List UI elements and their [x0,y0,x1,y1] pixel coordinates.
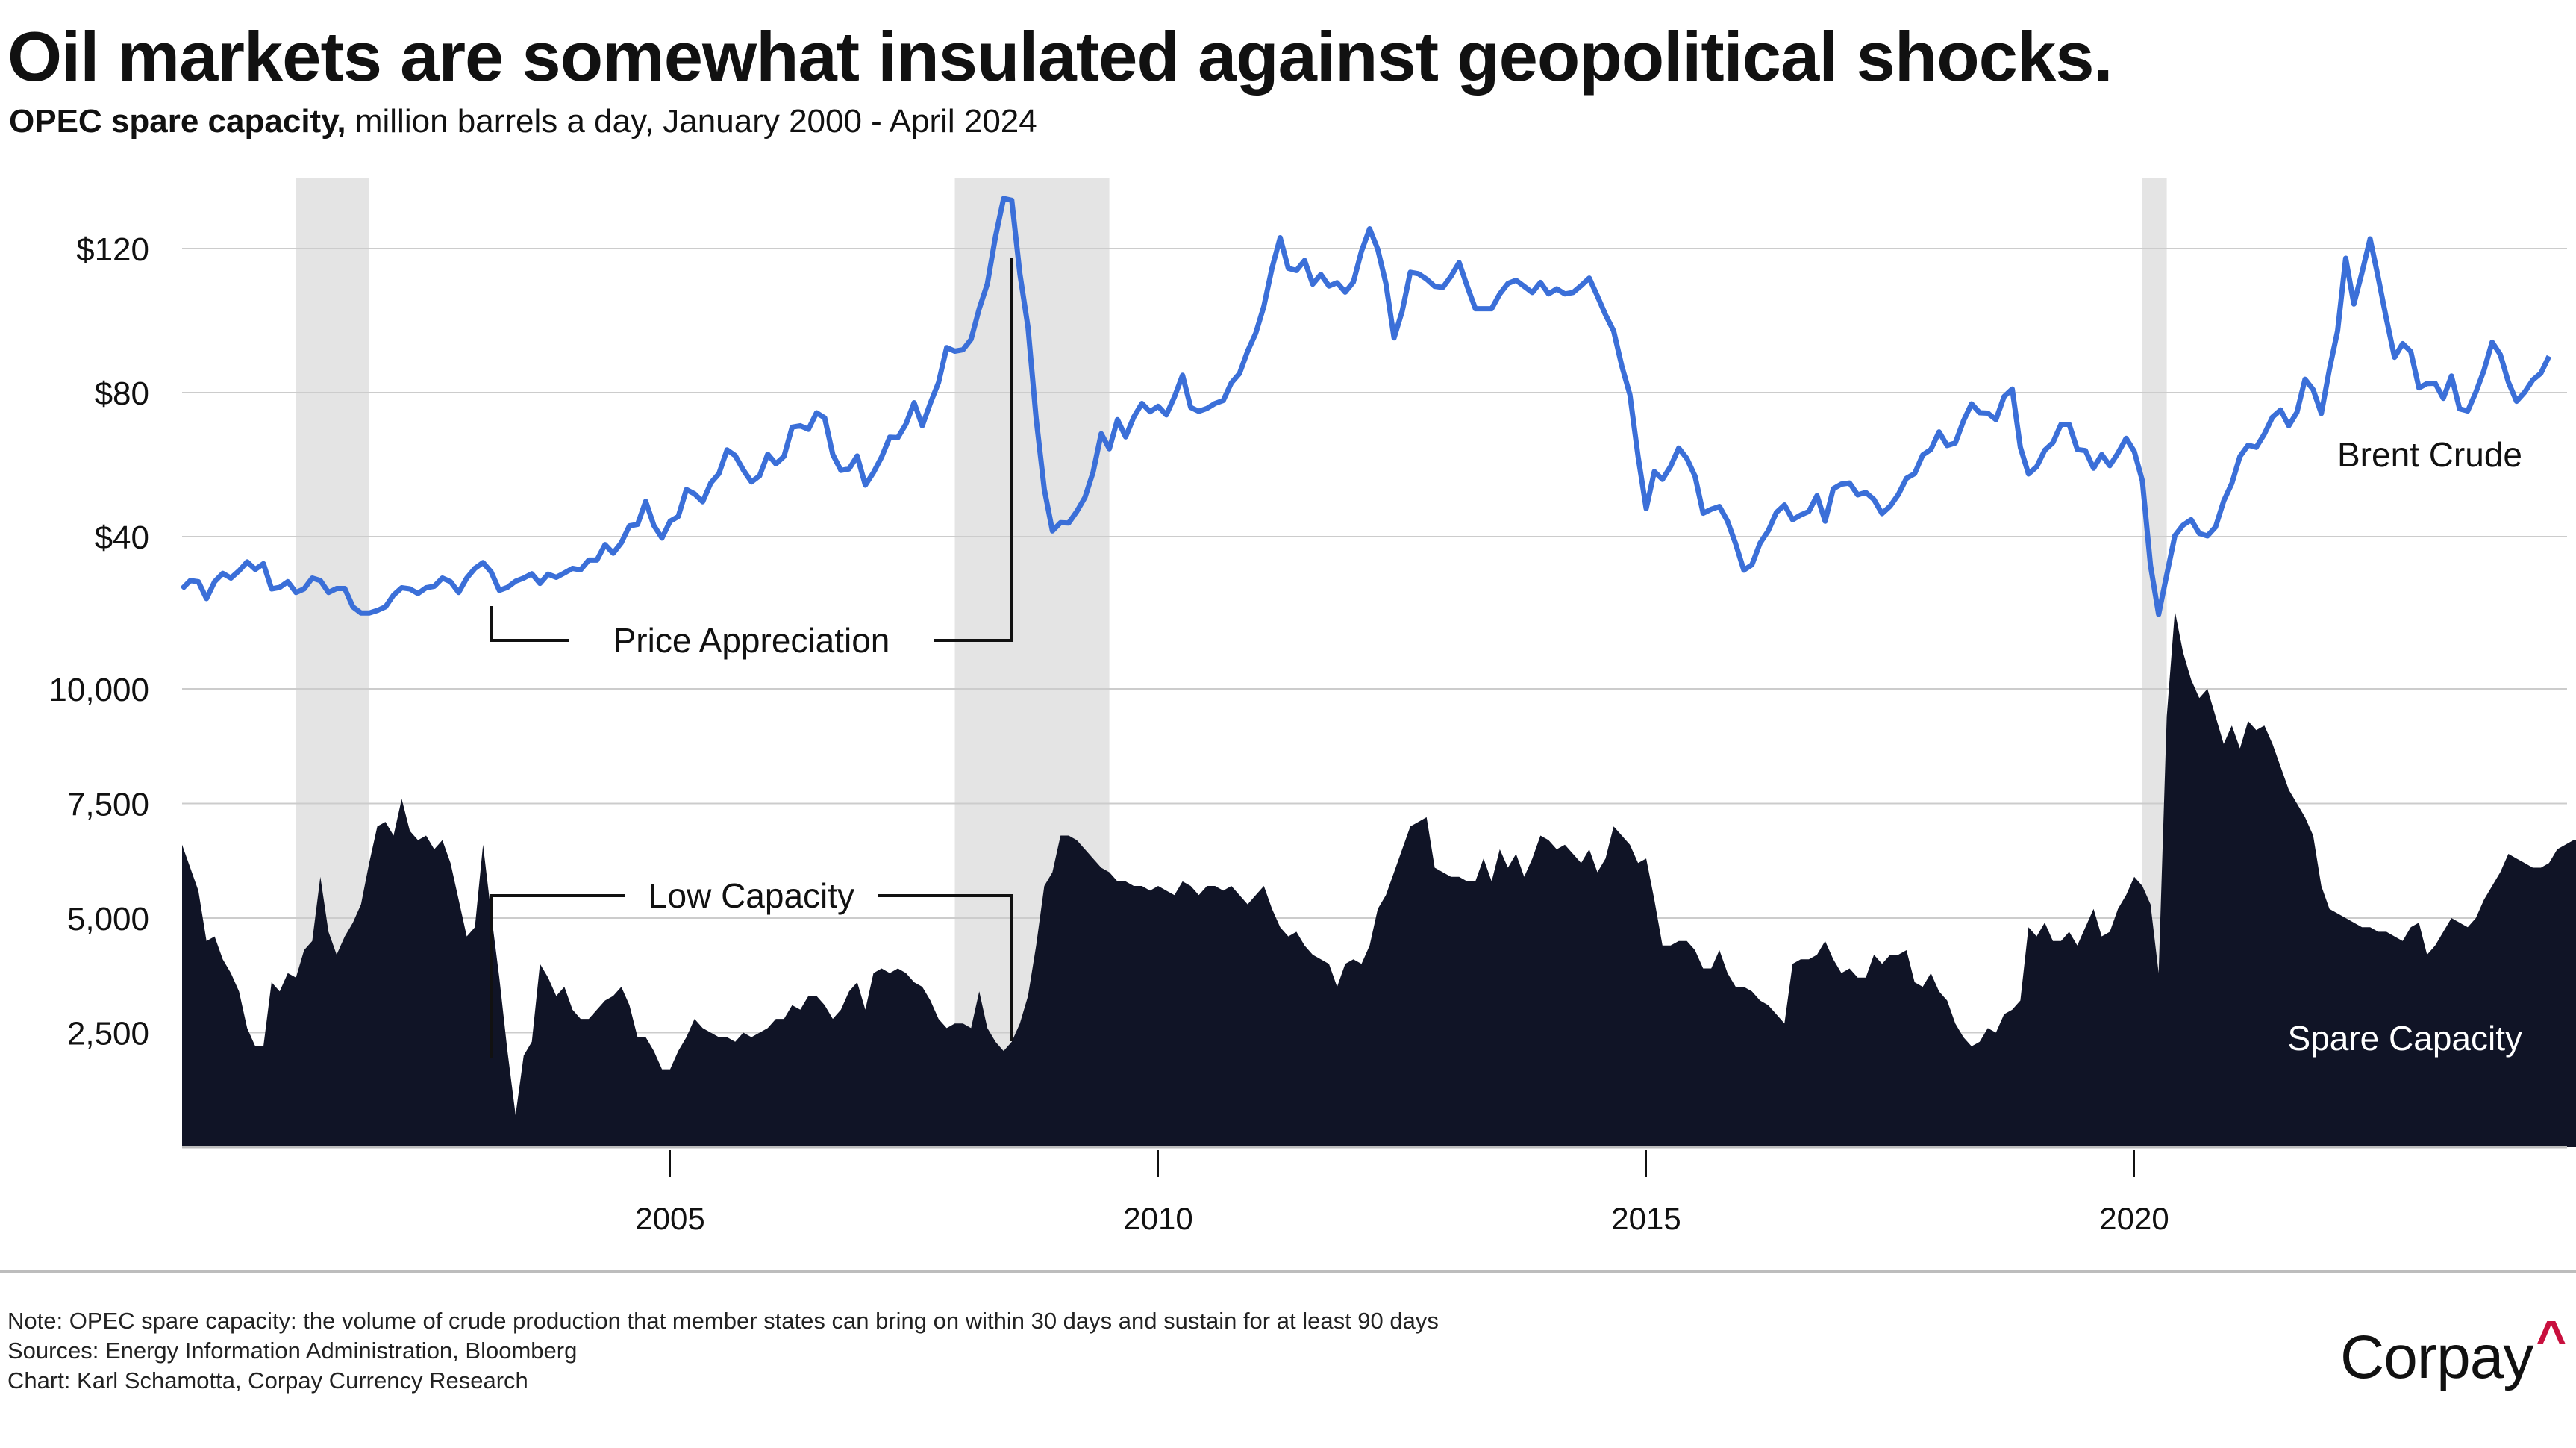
footer-divider [0,1270,2576,1273]
spare-tick-label: 10,000 [49,672,149,708]
chart-subtitle: OPEC spare capacity, million barrels a d… [9,103,1037,140]
spare-capacity-label: Spare Capacity [2288,1019,2523,1058]
spare-tick-label: 2,500 [67,1016,149,1052]
x-tick-label: 2015 [1611,1201,1681,1236]
footnote-note: Note: OPEC spare capacity: the volume of… [7,1308,1439,1334]
x-tick-label: 2010 [1123,1201,1192,1236]
price-appreciation-label: Price Appreciation [613,621,890,660]
footnote-credit: Chart: Karl Schamotta, Corpay Currency R… [7,1367,528,1394]
annotations: Price Appreciation Low Capacity [490,258,1013,1058]
low-capacity-label: Low Capacity [648,876,854,915]
brent-series [180,196,2552,617]
spare-tick-label: 5,000 [67,901,149,937]
axes: $40 $80 $120 2,500 5,000 7,500 10,000 2005 2010 2… [49,231,2567,1236]
subtitle-bold: OPEC spare capacity, [9,103,346,140]
x-tick-label: 2005 [635,1201,704,1236]
spare-tick-label: 7,500 [67,787,149,823]
price-tick-label: $80 [95,375,149,412]
brent-crude-label: Brent Crude [2337,435,2522,474]
low-capacity-bracket-right [878,894,1013,1041]
logo-text: Corpay [2340,1323,2533,1391]
price-tick-label: $40 [95,519,149,556]
logo-caret-icon: ^ [2536,1310,2566,1368]
price-appreciation-bracket-left [490,606,569,642]
x-tick-label: 2020 [2099,1201,2169,1236]
chart-title: Oil markets are somewhat insulated again… [7,17,2113,96]
price-tick-label: $120 [76,231,149,268]
subtitle-rest: million barrels a day, January 2000 - Ap… [346,103,1037,140]
spare-capacity-series [181,611,2576,1147]
price-appreciation-bracket-right [934,258,1013,642]
chart-canvas: $40 $80 $120 2,500 5,000 7,500 10,000 2005 2010 2… [49,178,2576,1236]
spare-capacity-area [182,611,2576,1147]
footnote-sources: Sources: Energy Information Administrati… [7,1338,578,1364]
low-capacity-bracket-left [490,894,625,1058]
brent-line [180,196,2552,617]
corpay-logo: Corpay^ [2340,1310,2566,1393]
